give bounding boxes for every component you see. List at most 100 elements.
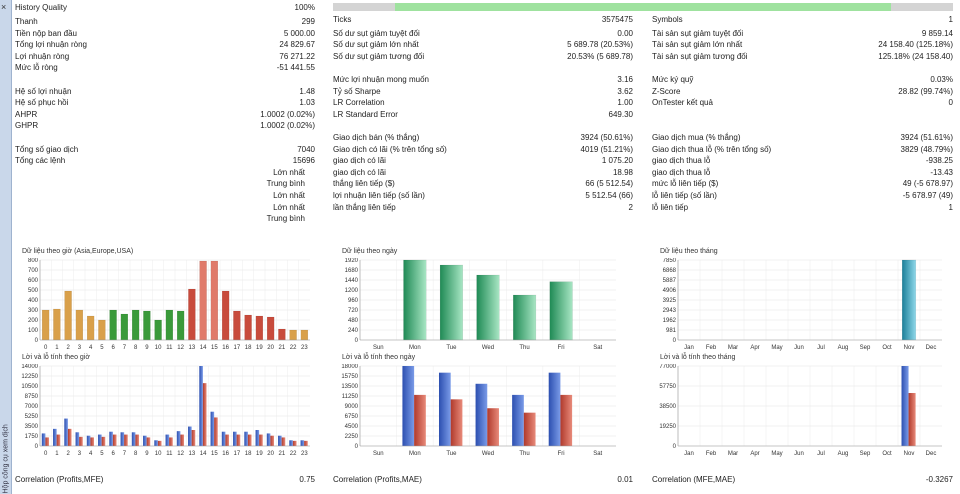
x-tick-label: Oct	[882, 451, 892, 457]
col1-row-value: 7040	[297, 144, 315, 154]
col3-row-label: Z-Score	[652, 86, 681, 96]
col2-row-value: 1 075.20	[601, 156, 633, 166]
y-tick-label: 960	[348, 298, 359, 304]
col1-row-value: -51 441.55	[276, 63, 315, 73]
x-tick-label: 22	[290, 451, 297, 457]
col1-row-value: 1.0002 (0.02%)	[260, 109, 315, 119]
x-tick-label: Sep	[860, 451, 871, 457]
x-tick-label: Wed	[482, 451, 494, 457]
x-tick-label: Thu	[519, 345, 529, 351]
bar	[131, 309, 140, 341]
col2-row-label: Giao dịch bán (% thắng)	[333, 133, 420, 142]
x-tick-label: 7	[123, 451, 127, 457]
bar	[549, 281, 573, 341]
col3-row-value: 9 859.14	[921, 28, 953, 38]
x-tick-label: May	[771, 451, 782, 457]
bar	[169, 437, 173, 446]
bar	[270, 435, 274, 446]
x-tick-label: Aug	[838, 345, 849, 351]
col1-row-value: 24 829.67	[279, 40, 315, 50]
chart-title: Lời và lỗ tính theo tháng	[660, 354, 736, 361]
col2-row-label: giao dịch có lãi	[333, 156, 386, 166]
col3-row-value: 49 (-5 678.97)	[902, 179, 953, 189]
bar	[98, 319, 106, 341]
col1-row-label: Thanh	[15, 17, 38, 26]
col1-row-label: Lớn nhất	[273, 191, 305, 200]
x-tick-label: 0	[44, 451, 48, 457]
bar	[255, 430, 260, 446]
bar	[475, 383, 488, 446]
col3-row-value: 28.82 (99.74%)	[898, 86, 953, 96]
col3-row-value: 3924 (51.61%)	[900, 133, 953, 142]
bar	[414, 394, 426, 446]
col1-row-value: 76 271.22	[279, 51, 315, 61]
col3-row-label: Giao dịch mua (% thắng)	[652, 133, 741, 142]
bar	[67, 428, 72, 446]
x-tick-label: Feb	[706, 451, 717, 457]
bar	[300, 440, 305, 446]
chart-title: Dữ liệu theo giờ (Asia,Europe,USA)	[22, 248, 134, 255]
history-quality-bar	[333, 3, 953, 11]
col3-row-label: lỗ liên tiếp	[652, 202, 689, 212]
bar	[165, 434, 170, 446]
x-tick-label: Jun	[794, 345, 804, 351]
y-tick-label: 6750	[345, 414, 359, 420]
bar	[157, 440, 162, 446]
x-tick-label: 23	[301, 345, 308, 351]
y-tick-label: 2250	[345, 434, 359, 440]
y-tick-label: 15750	[341, 374, 358, 380]
bar	[41, 433, 46, 446]
x-tick-label: 10	[155, 345, 162, 351]
x-tick-label: Jul	[817, 451, 825, 457]
bar	[75, 432, 80, 446]
col1-row-value: 299	[301, 17, 315, 26]
y-tick-label: 9000	[345, 404, 359, 410]
col2-row-value: 3.16	[617, 75, 633, 84]
y-tick-label: 6868	[663, 268, 677, 274]
bar	[188, 426, 192, 446]
x-tick-label: 14	[200, 345, 207, 351]
bar	[120, 313, 129, 341]
bar	[176, 310, 185, 341]
y-tick-label: 77000	[659, 364, 676, 370]
bar	[188, 288, 196, 341]
y-tick-label: 11250	[342, 394, 359, 400]
x-tick-label: Jul	[817, 345, 825, 351]
x-tick-label: Mar	[728, 451, 738, 457]
bar	[236, 434, 241, 446]
bar	[560, 394, 573, 446]
y-tick-label: 500	[28, 288, 39, 294]
x-tick-label: 4	[89, 451, 93, 457]
x-tick-label: Nov	[904, 451, 915, 457]
close-icon[interactable]: ×	[1, 2, 7, 12]
col1-row-label: Hệ số lợi nhuận	[15, 86, 72, 96]
col2-row-label: lợi nhuận liên tiếp (số lần)	[333, 191, 425, 200]
bar	[143, 310, 151, 341]
y-tick-label: 4500	[345, 424, 359, 430]
col1-row-value: 1.48	[299, 86, 315, 96]
x-tick-label: 18	[245, 451, 252, 457]
x-tick-label: Fri	[558, 451, 565, 457]
x-tick-label: Sat	[593, 345, 602, 351]
col2-row-value: 4019 (51.21%)	[580, 144, 633, 154]
col2-row-value: 1.00	[617, 98, 633, 108]
bar	[56, 434, 61, 446]
bar	[233, 431, 237, 446]
bar	[304, 440, 308, 446]
x-tick-label: Oct	[882, 345, 892, 351]
bar	[154, 440, 158, 446]
col1-row-label: Trung bình	[266, 179, 305, 189]
col3-row-value: 0	[948, 98, 953, 108]
y-tick-label: 3925	[663, 298, 677, 304]
col1-row-label: Trung bình	[266, 214, 305, 224]
y-tick-label: 14000	[21, 364, 38, 370]
chart-monthly-svg: 0 981 1962 2943 3925 4906 5887 6868 7850 Jan Feb Ma…	[663, 258, 942, 351]
x-tick-label: Dec	[926, 345, 937, 351]
y-tick-label: 7850	[663, 258, 677, 264]
bar	[165, 309, 174, 341]
bar	[101, 436, 106, 446]
corr-profits-mae-label: Correlation (Profits,MAE)	[333, 475, 422, 484]
x-tick-label: 16	[222, 345, 229, 351]
bar	[109, 309, 117, 341]
y-tick-label: 2943	[663, 308, 677, 314]
